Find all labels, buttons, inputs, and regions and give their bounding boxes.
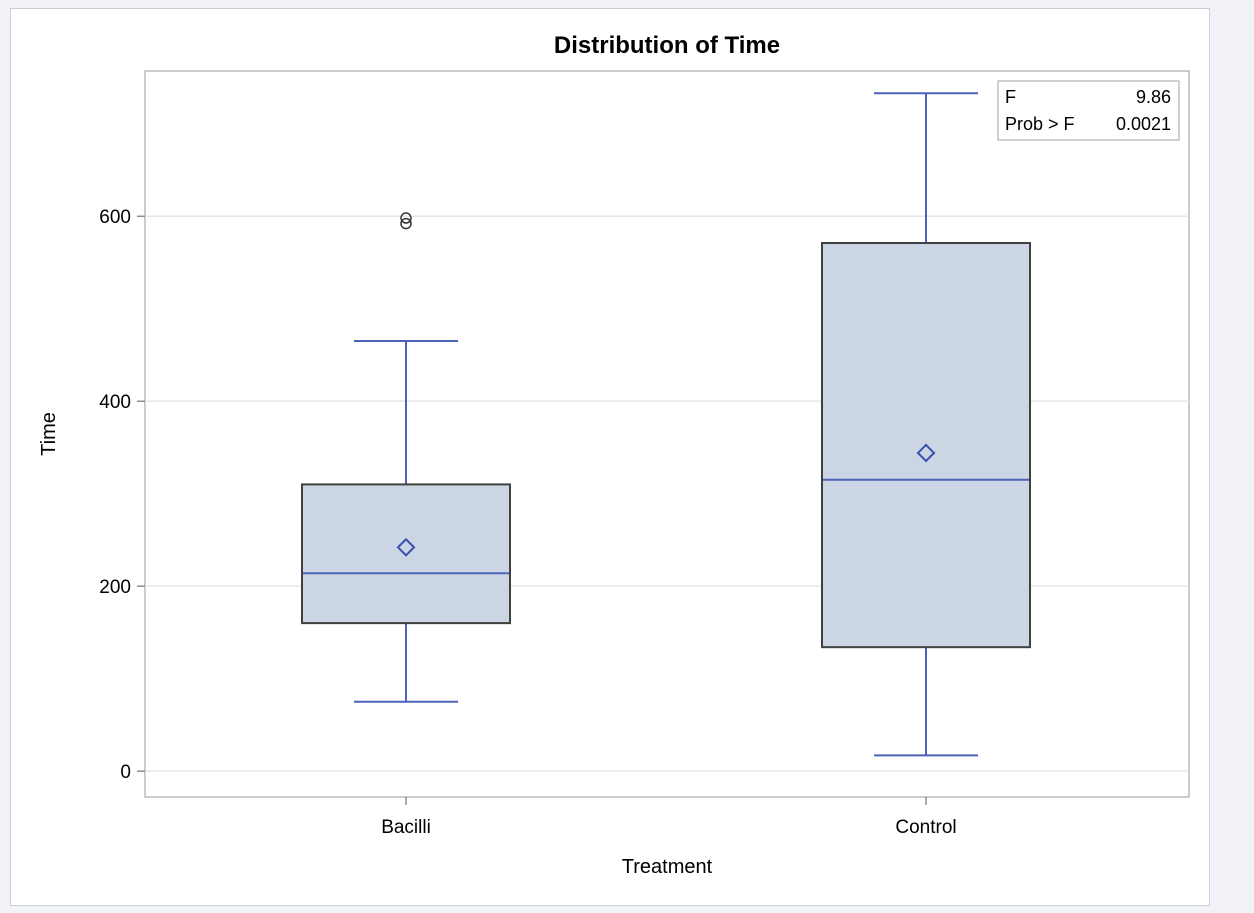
chart-title: Distribution of Time — [554, 32, 780, 59]
stats-label-prob: Prob > F — [1005, 114, 1075, 134]
y-tick-label-600: 600 — [99, 207, 131, 228]
y-axis-label: Time — [38, 412, 60, 456]
stats-label-f: F — [1005, 87, 1016, 107]
y-tick-label-0: 0 — [120, 762, 131, 783]
box-iqr-bacilli — [301, 483, 511, 625]
axes: 0 200 400 600 Bacilli Control — [99, 207, 956, 838]
x-tick-label-control: Control — [895, 817, 956, 838]
mean-marker-control — [916, 443, 936, 463]
x-axis-label: Treatment — [622, 856, 713, 878]
stats-inset-border — [997, 80, 1180, 141]
plot-area — [144, 70, 1190, 798]
y-tick-label-200: 200 — [99, 577, 131, 598]
x-tick-label-bacilli: Bacilli — [381, 817, 431, 838]
mean-marker-bacilli — [396, 537, 416, 557]
y-tick-label-400: 400 — [99, 392, 131, 413]
boxes — [301, 92, 1031, 757]
outlier-bacilli-0 — [400, 217, 412, 230]
outlier-bacilli-1 — [400, 212, 412, 224]
box-control — [821, 92, 1031, 757]
stats-inset: F 9.86 Prob > F 0.0021 — [997, 80, 1180, 141]
stats-value-f: 9.86 — [1136, 87, 1171, 107]
box-bacilli — [301, 212, 511, 703]
stats-value-prob: 0.0021 — [1116, 114, 1171, 134]
